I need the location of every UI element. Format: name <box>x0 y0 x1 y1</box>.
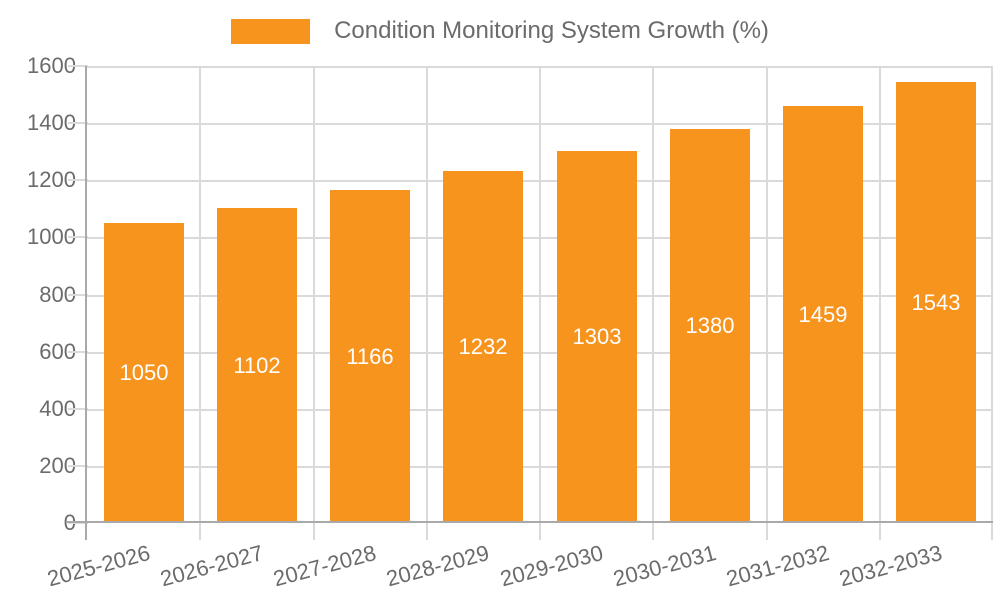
y-tick <box>68 122 88 124</box>
v-gridline <box>879 66 881 540</box>
y-tick-label: 1200 <box>27 167 76 192</box>
y-tick-label: 1400 <box>27 110 76 135</box>
bar-value-label: 1232 <box>458 334 508 359</box>
bar-value-label: 1050 <box>119 360 169 385</box>
bar[interactable]: 1166 <box>330 190 410 523</box>
v-gridline <box>652 66 654 540</box>
bar-value-label: 1102 <box>233 352 281 378</box>
bar[interactable]: 1543 <box>896 82 976 523</box>
bar-value-label: 1303 <box>572 324 622 349</box>
y-tick <box>68 408 88 410</box>
y-tick-label: 1600 <box>27 53 76 78</box>
bar[interactable]: 1303 <box>557 151 637 523</box>
y-tick-label: 1000 <box>27 224 76 249</box>
bar-value-label: 1459 <box>798 301 848 327</box>
v-gridline <box>426 66 428 540</box>
plot-area: 1050 1102 1166 1232 1303 1380 1459 1543 <box>87 66 993 540</box>
legend-item[interactable]: Condition Monitoring System Growth (%) <box>231 17 769 45</box>
y-tick <box>68 522 88 524</box>
legend-swatch-icon <box>231 18 311 44</box>
x-axis-line <box>66 521 993 523</box>
bar-value-label: 1543 <box>911 289 961 315</box>
y-tick <box>68 465 88 467</box>
v-gridline <box>991 66 993 540</box>
legend-title: Condition Monitoring System Growth (%) <box>334 17 769 44</box>
v-gridline <box>539 66 541 540</box>
y-tick <box>68 179 88 181</box>
bar[interactable]: 1232 <box>443 171 523 523</box>
bar[interactable]: 1102 <box>217 208 297 523</box>
y-tick <box>68 65 88 67</box>
y-tick <box>68 236 88 238</box>
y-tick <box>68 294 88 296</box>
bar[interactable]: 1380 <box>670 129 750 523</box>
v-gridline <box>199 66 201 540</box>
y-axis-line <box>85 66 87 540</box>
v-gridline <box>766 66 768 540</box>
bar[interactable]: 1459 <box>783 106 863 523</box>
bar[interactable]: 1050 <box>104 223 184 523</box>
legend-bar: Condition Monitoring System Growth (%) <box>0 17 1000 45</box>
bar-value-label: 1380 <box>685 313 735 338</box>
y-tick <box>68 351 88 353</box>
bar-value-label: 1166 <box>346 343 394 369</box>
v-gridline <box>313 66 315 540</box>
